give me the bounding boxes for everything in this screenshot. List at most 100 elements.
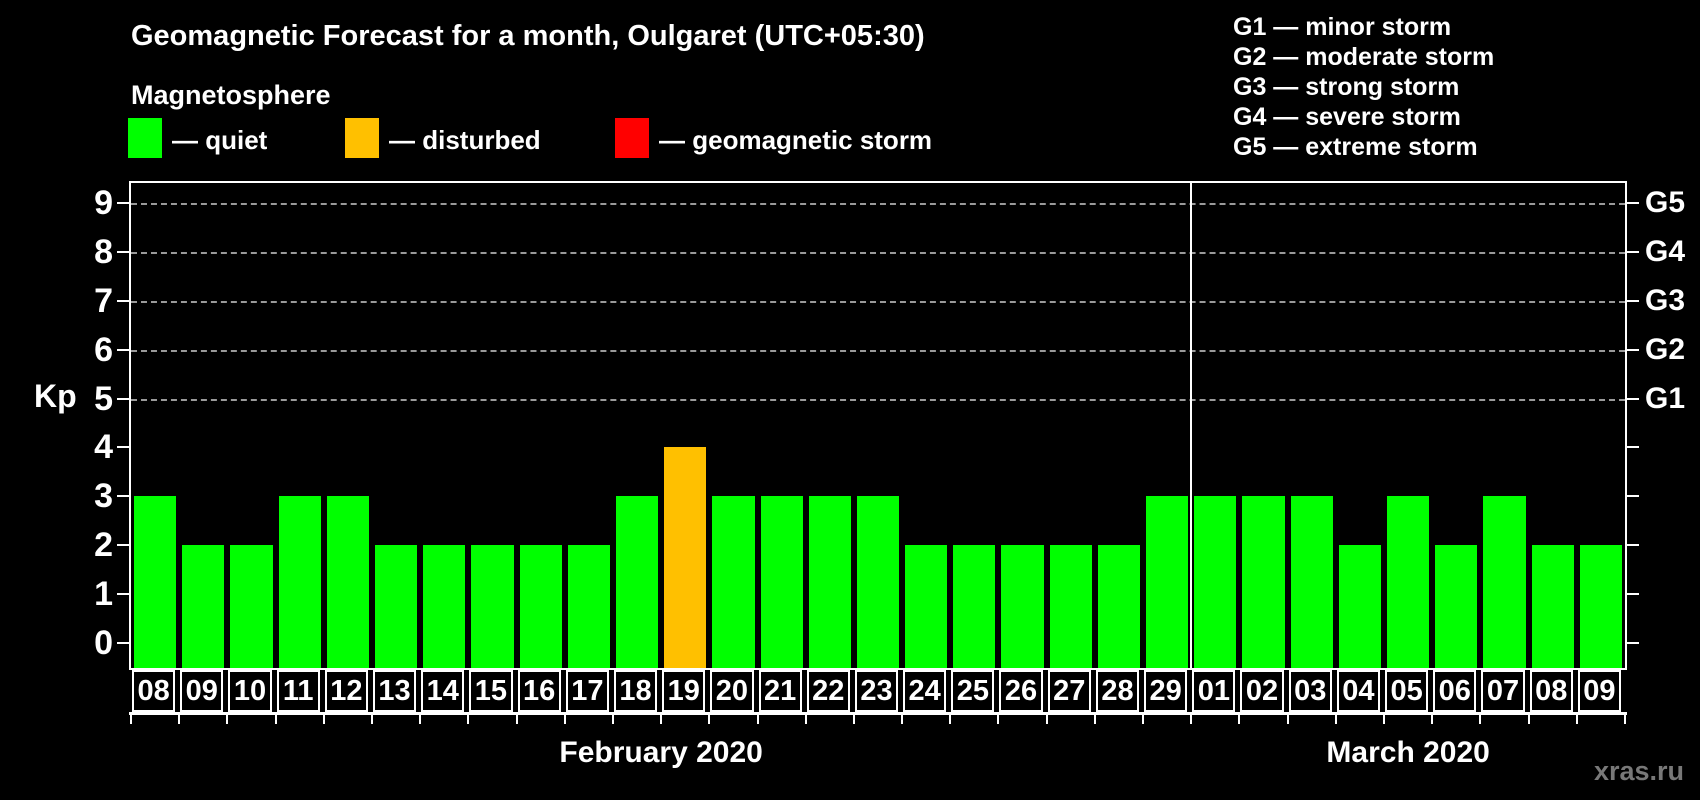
kp-bar-22 — [808, 496, 851, 668]
x-axis-tick — [226, 715, 229, 724]
right-axis-tick — [1627, 593, 1639, 596]
gridline-kp7 — [131, 300, 1625, 303]
x-axis-tick — [1334, 715, 1337, 724]
kp-bar-12 — [326, 496, 369, 668]
date-cell: 09 — [180, 670, 224, 712]
kp-bar-14 — [423, 545, 466, 668]
date-cell: 05 — [1385, 670, 1429, 712]
x-axis-tick — [1431, 715, 1434, 724]
gridline-kp9 — [131, 202, 1625, 205]
y-axis-tick — [117, 299, 129, 302]
storm-scale-g5: G5 — extreme storm — [1233, 133, 1478, 161]
kp-bar-10 — [230, 545, 273, 668]
y-axis-tick — [117, 544, 129, 547]
x-axis-tick — [1286, 715, 1289, 724]
month-label: February 2020 — [559, 736, 763, 769]
kp-bar-02 — [1242, 496, 1285, 668]
x-axis-tick — [756, 715, 759, 724]
month-label: March 2020 — [1326, 736, 1490, 769]
x-axis-tick — [178, 715, 181, 724]
x-axis-tick — [611, 715, 614, 724]
x-axis-tick — [1575, 715, 1578, 724]
plot-area — [129, 181, 1627, 670]
y-axis-tick — [117, 593, 129, 596]
kp-bar-28 — [1097, 545, 1141, 668]
kp-bar-09 — [182, 545, 225, 668]
y-tick-label: 4 — [94, 428, 113, 467]
y-axis-tick — [117, 348, 129, 351]
storm-scale-g3: G3 — strong storm — [1233, 73, 1460, 101]
y-axis-tick — [117, 250, 129, 253]
kp-bar-27 — [1049, 545, 1092, 668]
y-axis-tick — [117, 446, 129, 449]
date-cell: 25 — [951, 670, 995, 712]
y-axis-tick — [117, 201, 129, 204]
y-tick-label: 1 — [94, 575, 113, 614]
y-axis-tick — [117, 495, 129, 498]
x-axis-tick — [949, 715, 952, 724]
right-axis-tick — [1627, 299, 1639, 302]
right-axis-label-g3: G3 — [1645, 283, 1686, 317]
kp-bar-29 — [1146, 496, 1189, 668]
kp-bar-21 — [760, 496, 803, 668]
date-cell: 27 — [1047, 670, 1091, 712]
x-axis-tick — [660, 715, 663, 724]
kp-bar-05 — [1387, 496, 1430, 668]
date-cell: 11 — [276, 670, 320, 712]
month-separator — [1190, 183, 1193, 668]
y-axis-title: Kp — [34, 378, 77, 414]
x-axis-tick — [1045, 715, 1048, 724]
kp-bar-18 — [615, 496, 659, 668]
storm-swatch-icon — [615, 118, 649, 158]
kp-bar-08 — [134, 496, 177, 668]
date-cell: 01 — [1192, 670, 1236, 712]
gridline-kp6 — [131, 349, 1625, 352]
right-axis-tick — [1627, 397, 1639, 400]
x-axis-tick — [467, 715, 470, 724]
x-axis-tick — [563, 715, 566, 724]
gridline-kp5 — [131, 398, 1625, 401]
legend-label-quiet: — quiet — [172, 125, 268, 155]
y-tick-label: 7 — [94, 281, 113, 320]
x-axis-tick — [997, 715, 1000, 724]
date-cell: 08 — [1529, 670, 1573, 712]
x-axis-line — [129, 712, 1627, 715]
legend-label-storm: — geomagnetic storm — [659, 125, 933, 155]
date-cell: 13 — [372, 670, 417, 712]
date-cell: 08 — [132, 670, 176, 712]
kp-bar-26 — [1001, 545, 1044, 668]
date-cell: 16 — [517, 670, 561, 712]
kp-bar-15 — [471, 545, 514, 668]
kp-bar-09 — [1579, 545, 1622, 668]
x-axis-tick — [515, 715, 518, 724]
date-cell: 19 — [662, 670, 706, 712]
kp-bar-04 — [1338, 545, 1382, 668]
date-cell: 28 — [1095, 670, 1140, 712]
date-cell: 18 — [613, 670, 658, 712]
x-axis-tick — [804, 715, 807, 724]
kp-bar-06 — [1435, 545, 1478, 668]
y-axis-tick — [117, 642, 129, 644]
legend-heading: Magnetosphere — [131, 80, 331, 110]
date-cell: 17 — [565, 670, 609, 712]
kp-bar-16 — [519, 545, 562, 668]
date-cell: 20 — [710, 670, 754, 712]
date-cell: 22 — [806, 670, 850, 712]
date-cell: 12 — [324, 670, 368, 712]
date-cell: 29 — [1144, 670, 1188, 712]
x-axis-tick — [1383, 715, 1386, 724]
y-tick-label: 2 — [94, 526, 113, 565]
right-axis-tick — [1627, 495, 1639, 498]
x-axis-tick — [1238, 715, 1241, 724]
date-cell: 03 — [1288, 670, 1332, 712]
x-axis-tick — [274, 715, 277, 724]
x-axis-tick — [1190, 715, 1193, 724]
page-title: Geomagnetic Forecast for a month, Oulgar… — [131, 20, 925, 52]
storm-scale-g1: G1 — minor storm — [1233, 13, 1452, 41]
date-cell: 23 — [854, 670, 899, 712]
right-axis-tick — [1627, 250, 1639, 253]
kp-bar-11 — [278, 496, 321, 668]
x-axis-tick — [852, 715, 855, 724]
right-axis-tick — [1627, 642, 1639, 644]
date-cell: 15 — [469, 670, 513, 712]
